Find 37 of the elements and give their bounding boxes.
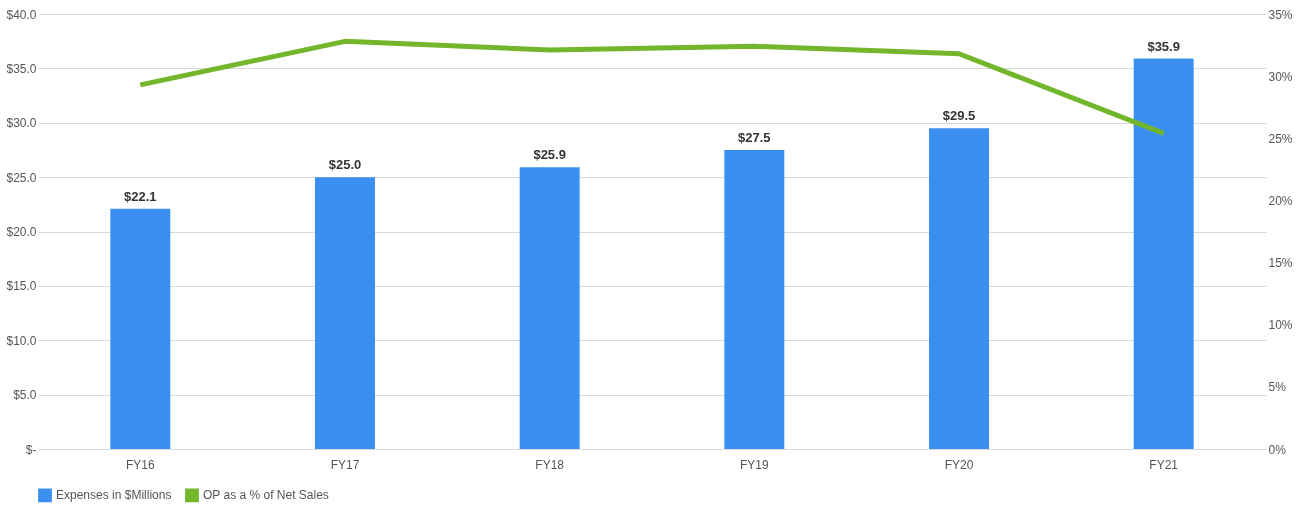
bar bbox=[110, 208, 171, 449]
x-tick-label: FY20 bbox=[944, 457, 974, 472]
y-tick-label: $20.0 bbox=[6, 225, 37, 239]
y-tick-label: $5.0 bbox=[13, 388, 37, 403]
y-tick-label: $15.0 bbox=[6, 279, 37, 294]
data-label: $29.5 bbox=[942, 108, 976, 124]
y2-tick-label: 5% bbox=[1268, 380, 1287, 395]
y2-tick-label: 30% bbox=[1268, 69, 1293, 84]
y-tick-label: $35.0 bbox=[6, 61, 37, 76]
bar bbox=[724, 149, 785, 449]
x-tick-label: FY21 bbox=[1149, 457, 1179, 472]
data-label: $25.0 bbox=[328, 157, 362, 173]
y2-tick-label: 15% bbox=[1268, 256, 1293, 271]
bar bbox=[519, 167, 580, 449]
y2-tick-label: 35% bbox=[1268, 7, 1293, 22]
legend-label: OP as a % of Net Sales bbox=[203, 488, 329, 503]
data-label: $25.9 bbox=[533, 147, 566, 163]
y-tick-label: $- bbox=[25, 442, 37, 457]
bar bbox=[929, 128, 989, 449]
x-tick-label: FY17 bbox=[330, 457, 360, 472]
bar bbox=[1133, 58, 1194, 449]
y2-tick-label: 10% bbox=[1268, 318, 1293, 333]
y2-tick-label: 25% bbox=[1268, 131, 1293, 146]
data-label: $27.5 bbox=[738, 129, 771, 145]
y-tick-label: $30.0 bbox=[6, 116, 37, 131]
bar bbox=[315, 177, 375, 449]
y2-tick-label: 0% bbox=[1268, 442, 1287, 457]
y-tick-label: $10.0 bbox=[6, 333, 37, 348]
data-label: $22.1 bbox=[124, 188, 157, 204]
y-tick-label: $40.0 bbox=[6, 7, 37, 22]
x-tick-label: FY16 bbox=[125, 457, 155, 472]
x-tick-label: FY19 bbox=[739, 457, 769, 472]
x-tick-label: FY18 bbox=[535, 457, 565, 472]
y2-tick-label: 20% bbox=[1268, 193, 1293, 208]
data-label: $35.9 bbox=[1147, 38, 1180, 54]
legend-label: Expenses in $Millions bbox=[56, 488, 172, 503]
y-tick-label: $25.0 bbox=[6, 170, 37, 185]
